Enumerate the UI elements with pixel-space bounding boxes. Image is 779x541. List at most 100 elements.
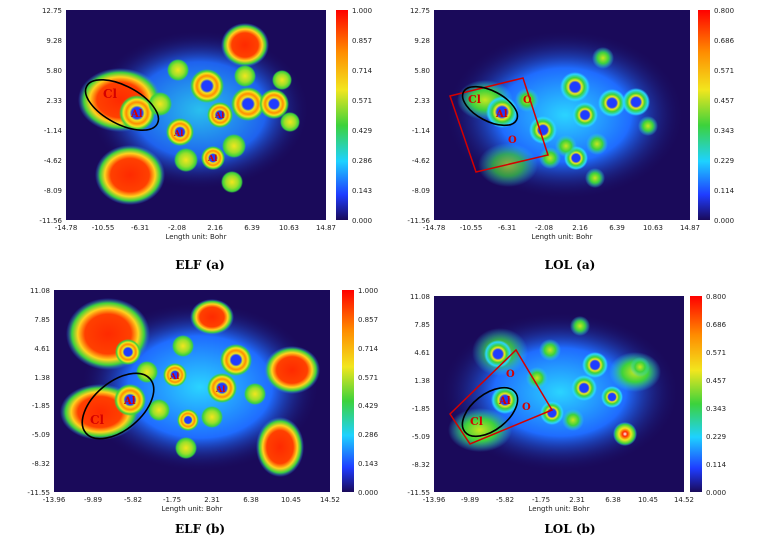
colorbar-tick: 0.714 (358, 345, 379, 353)
y-tick: -1.85 (412, 405, 430, 413)
caption-lol-a: LOL (a) (544, 258, 596, 272)
colorbar-tick: 0.571 (706, 349, 726, 357)
x-tick: -14.78 (423, 224, 446, 232)
lol-a-atom-label-cl: Cl (468, 93, 481, 106)
colorbar-tick: 0.571 (352, 97, 372, 105)
y-tick: 1.38 (414, 377, 430, 385)
y-tick: -11.56 (39, 217, 62, 225)
x-tick: -13.96 (423, 496, 446, 504)
x-tick: -9.89 (84, 496, 102, 504)
x-tick: -1.75 (532, 496, 550, 504)
x-tick: 10.63 (279, 224, 299, 232)
elf-b-colorbar-ticks: 1.000 0.857 0.714 0.571 0.429 0.286 0.14… (358, 287, 379, 497)
x-tick: 14.52 (320, 496, 340, 504)
colorbar-tick: 0.857 (358, 316, 378, 324)
panel-lol-b: Cl Al O O 11.08 7.85 4.61 1.38 -1.85 -5.… (390, 282, 779, 522)
lol-a-red-box (449, 77, 549, 173)
panel-elf-b: Cl Al Al Al 11.08 7.85 4.61 1.38 -1.85 -… (0, 282, 390, 522)
x-tick: -5.82 (124, 496, 142, 504)
y-tick: -1.14 (44, 127, 63, 135)
colorbar-tick: 0.343 (706, 405, 726, 413)
x-tick: -6.31 (131, 224, 149, 232)
y-tick: 2.33 (46, 97, 62, 105)
colorbar-tick: 0.000 (352, 217, 372, 225)
y-tick: -4.62 (412, 157, 430, 165)
elf-b-atom-label-cl: Cl (90, 413, 105, 427)
elf-b-cl-ellipse (81, 372, 155, 440)
elf-a-x-ticks: -14.78 -10.55 -6.31 -2.08 2.16 6.39 10.6… (55, 224, 336, 232)
y-tick: 11.08 (410, 293, 430, 301)
elf-b-atom-label-al: Al (215, 384, 225, 394)
elf-b-unit-label: Length unit: Bohr (162, 505, 223, 513)
y-tick: -11.55 (407, 489, 430, 497)
lol-b-density (440, 312, 680, 472)
elf-a-cl-ellipse (84, 79, 160, 131)
lol-b-atom-label-cl: Cl (470, 415, 483, 428)
colorbar-tick: 0.286 (352, 157, 373, 165)
y-tick: -11.56 (407, 217, 430, 225)
y-tick: 7.85 (34, 316, 50, 324)
lol-b-y-ticks: 11.08 7.85 4.61 1.38 -1.85 -5.09 -8.32 -… (407, 293, 430, 497)
elf-b-density (60, 298, 320, 477)
elf-a-colorbar (336, 10, 348, 220)
lol-b-unit-label: Length unit: Bohr (529, 505, 590, 513)
colorbar-tick: 0.114 (706, 461, 727, 469)
x-tick: -10.55 (92, 224, 115, 232)
elf-b-colorbar (342, 290, 354, 492)
lol-b-figure: Cl Al O O 11.08 7.85 4.61 1.38 -1.85 -5.… (407, 293, 727, 513)
colorbar-tick: 0.143 (358, 460, 378, 468)
lol-a-colorbar-ticks: 0.800 0.686 0.571 0.457 0.343 0.229 0.11… (714, 7, 735, 225)
lol-b-colorbar-ticks: 0.800 0.686 0.571 0.457 0.343 0.229 0.11… (706, 293, 727, 497)
y-tick: 11.08 (30, 287, 50, 295)
caption-elf-a: ELF (a) (175, 258, 225, 272)
lol-b-atom-label-o: O (506, 369, 515, 380)
x-tick: 2.31 (569, 496, 585, 504)
colorbar-tick: 0.457 (714, 97, 734, 105)
x-tick: 10.63 (643, 224, 663, 232)
x-tick: -1.75 (163, 496, 181, 504)
x-tick: 6.39 (244, 224, 260, 232)
x-tick: 6.38 (243, 496, 259, 504)
colorbar-tick: 0.000 (358, 489, 378, 497)
y-tick: -11.55 (27, 489, 50, 497)
elf-b-atom-label-al: Al (123, 396, 136, 407)
y-tick: -1.85 (32, 402, 50, 410)
y-tick: -5.09 (412, 433, 430, 441)
y-tick: 1.38 (34, 374, 50, 382)
colorbar-tick: 0.343 (714, 127, 734, 135)
colorbar-tick: 0.229 (714, 157, 734, 165)
y-tick: -8.09 (412, 187, 430, 195)
lol-a-atom-label-o: O (508, 135, 517, 146)
y-tick: -4.62 (44, 157, 62, 165)
colorbar-tick: 0.686 (714, 37, 735, 45)
colorbar-tick: 0.571 (358, 374, 378, 382)
y-tick: 5.80 (46, 67, 62, 75)
lol-b-atom-label-al: Al (498, 396, 511, 407)
y-tick: -1.14 (412, 127, 431, 135)
elf-b-atom-label-al: Al (169, 371, 179, 381)
elf-a-atom-label-al: Al (207, 153, 217, 163)
colorbar-tick: 0.429 (352, 127, 372, 135)
x-tick: 10.45 (638, 496, 658, 504)
y-tick: 12.75 (410, 7, 430, 15)
x-tick: 6.39 (609, 224, 625, 232)
colorbar-tick: 0.457 (706, 377, 726, 385)
x-tick: 2.16 (572, 224, 588, 232)
lol-b-atom-label-o: O (522, 402, 531, 413)
colorbar-tick: 0.714 (352, 67, 373, 75)
elf-a-density (78, 23, 310, 205)
caption-elf-b: ELF (b) (174, 522, 226, 536)
colorbar-tick: 0.686 (706, 321, 727, 329)
x-tick: 14.87 (680, 224, 700, 232)
colorbar-tick: 0.000 (714, 217, 734, 225)
x-tick: 14.52 (674, 496, 694, 504)
colorbar-tick: 1.000 (358, 287, 378, 295)
lol-a-cl-ellipse (461, 85, 519, 127)
elf-a-atom-label-al: Al (130, 109, 143, 120)
y-tick: -5.09 (32, 431, 50, 439)
lol-b-red-box (449, 348, 554, 445)
lol-a-unit-label: Length unit: Bohr (532, 233, 593, 241)
colorbar-tick: 0.229 (706, 433, 726, 441)
x-tick: 2.16 (207, 224, 223, 232)
panel-lol-a: Cl Al O O 12.75 9.28 5.80 2.33 -1.14 -4.… (390, 0, 779, 260)
